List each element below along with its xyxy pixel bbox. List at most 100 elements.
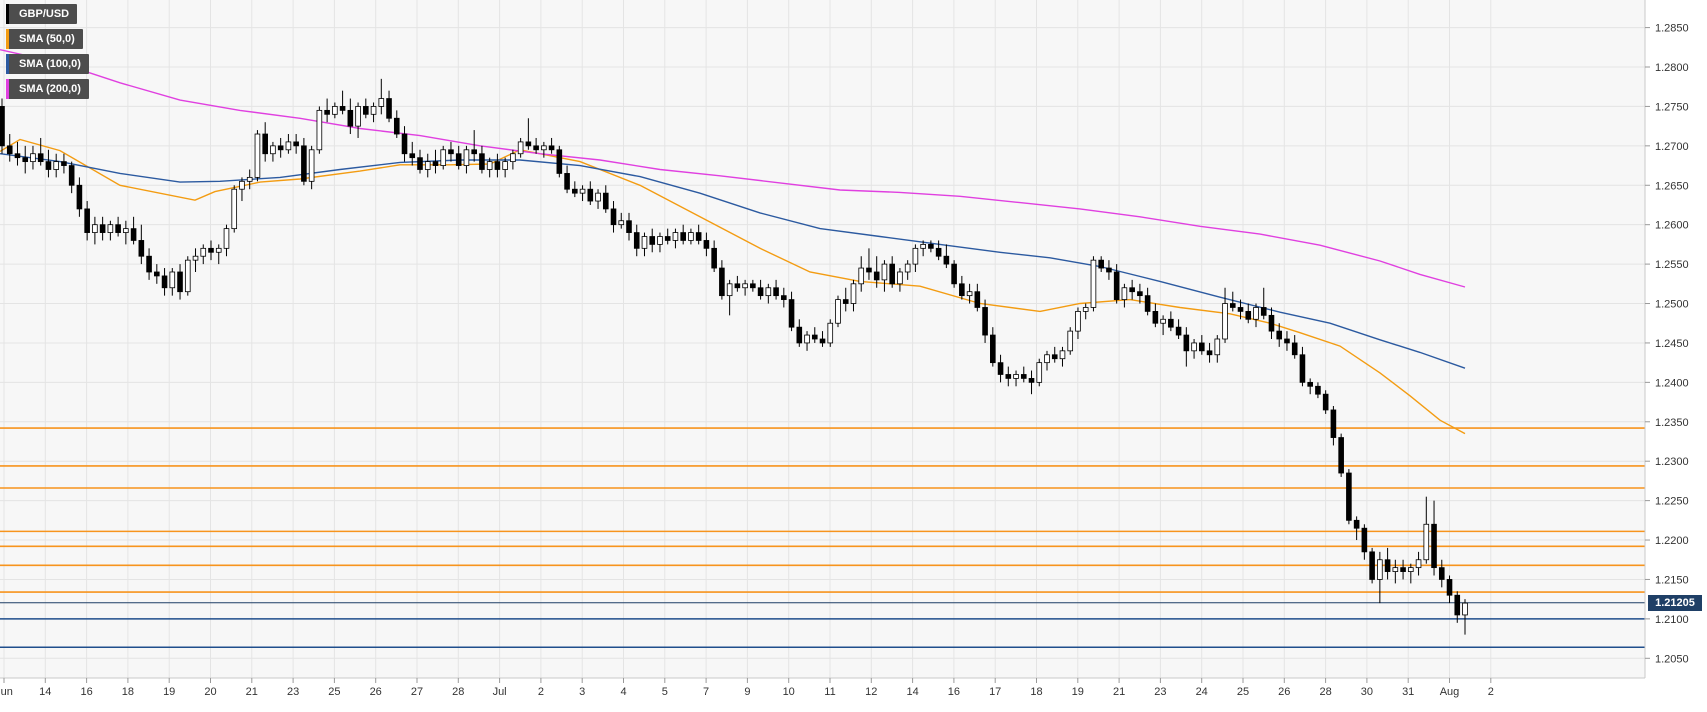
candle-body (897, 271, 903, 285)
candle-body (1291, 342, 1298, 356)
x-tick-label: 30 (1361, 686, 1373, 698)
y-tick-label: 1.2200 (1655, 535, 1689, 547)
candle (107, 220, 114, 241)
candle-body (370, 106, 377, 115)
candle (192, 248, 199, 272)
x-tick-label: 14 (39, 686, 51, 698)
candle (804, 331, 810, 351)
candle-body (842, 299, 849, 304)
x-tick-label: 28 (452, 686, 464, 698)
candle (881, 260, 888, 292)
candle (889, 256, 895, 288)
candle-body (649, 236, 656, 245)
legend-item-sma-200[interactable]: SMA (200,0) (6, 79, 89, 99)
legend-item-sma-50[interactable]: SMA (50,0) (6, 29, 83, 49)
candle (997, 354, 1004, 383)
candle-body (951, 263, 957, 285)
candle (455, 145, 462, 170)
candle (409, 141, 416, 166)
candle (161, 268, 168, 296)
candle-body (440, 149, 447, 166)
candle-body (1044, 354, 1050, 364)
candle (726, 279, 733, 316)
candle-body (873, 271, 880, 281)
candle-body (982, 307, 988, 336)
candle (533, 137, 539, 154)
candle (641, 232, 648, 257)
candle (897, 268, 903, 292)
candle-body (61, 161, 67, 166)
candle (649, 228, 656, 253)
candle-body (1137, 291, 1143, 297)
candle-body (324, 109, 330, 115)
x-tick-label: 11 (824, 686, 835, 698)
legend-item-sma-100[interactable]: SMA (100,0) (6, 54, 89, 74)
candle-body (928, 243, 934, 249)
candle (99, 216, 106, 241)
candle-body (773, 287, 779, 297)
candle-body (517, 141, 524, 155)
candle (1307, 378, 1313, 395)
candle-body (796, 326, 803, 344)
candle-body (641, 236, 648, 249)
legend-item-gbpusd[interactable]: GBP/USD (6, 4, 78, 24)
candle-body (781, 295, 787, 300)
candle-body (1392, 567, 1399, 572)
candle (1229, 291, 1236, 312)
candle (781, 287, 787, 308)
candle (1237, 299, 1244, 320)
candle-body (0, 106, 5, 147)
candle-body (1144, 295, 1151, 312)
x-tick-label: 20 (204, 686, 216, 698)
candle (912, 244, 919, 272)
candle (254, 130, 261, 182)
candle (502, 157, 508, 178)
candle-body (386, 98, 392, 119)
candle (363, 98, 369, 119)
y-tick-label: 1.2500 (1655, 299, 1689, 311)
candle (688, 228, 694, 245)
candle-body (1454, 594, 1461, 616)
candle (262, 122, 268, 162)
candle (22, 145, 29, 174)
candle (61, 153, 67, 174)
candle (324, 98, 330, 123)
candle (1067, 327, 1074, 355)
candle-body (788, 299, 795, 328)
candle (1462, 599, 1468, 635)
candle (432, 149, 439, 174)
candle (215, 244, 222, 265)
candle (76, 177, 83, 217)
candle (14, 141, 21, 166)
legend-label: GBP/USD (19, 8, 70, 20)
candle-body (1315, 385, 1321, 395)
candle-body (363, 106, 369, 115)
x-tick-label: 23 (287, 686, 299, 698)
candle-body (811, 334, 818, 340)
candle-body (1082, 307, 1089, 312)
x-tick-label: 19 (163, 686, 175, 698)
candle-body (1361, 527, 1368, 553)
candle-body (572, 188, 578, 194)
candle-body (595, 192, 601, 202)
candle-body (463, 149, 470, 166)
x-tick-label: 23 (1154, 686, 1166, 698)
candle-body (409, 153, 416, 159)
y-tick-label: 1.2850 (1655, 23, 1689, 35)
candle-body (184, 259, 191, 293)
candle-body (548, 145, 555, 151)
candle-body (1051, 354, 1058, 360)
candle (1384, 547, 1391, 580)
candle (130, 216, 137, 245)
y-tick-label: 1.2050 (1655, 653, 1689, 665)
candle-body (866, 267, 872, 273)
candle (301, 137, 307, 186)
candle (1245, 303, 1252, 324)
candle-body (246, 176, 253, 182)
candle (618, 212, 625, 229)
legend: GBP/USD SMA (50,0) SMA (100,0) SMA (200,… (2, 4, 89, 104)
candle (1299, 346, 1306, 387)
candle (45, 149, 52, 178)
candle (1392, 559, 1399, 584)
